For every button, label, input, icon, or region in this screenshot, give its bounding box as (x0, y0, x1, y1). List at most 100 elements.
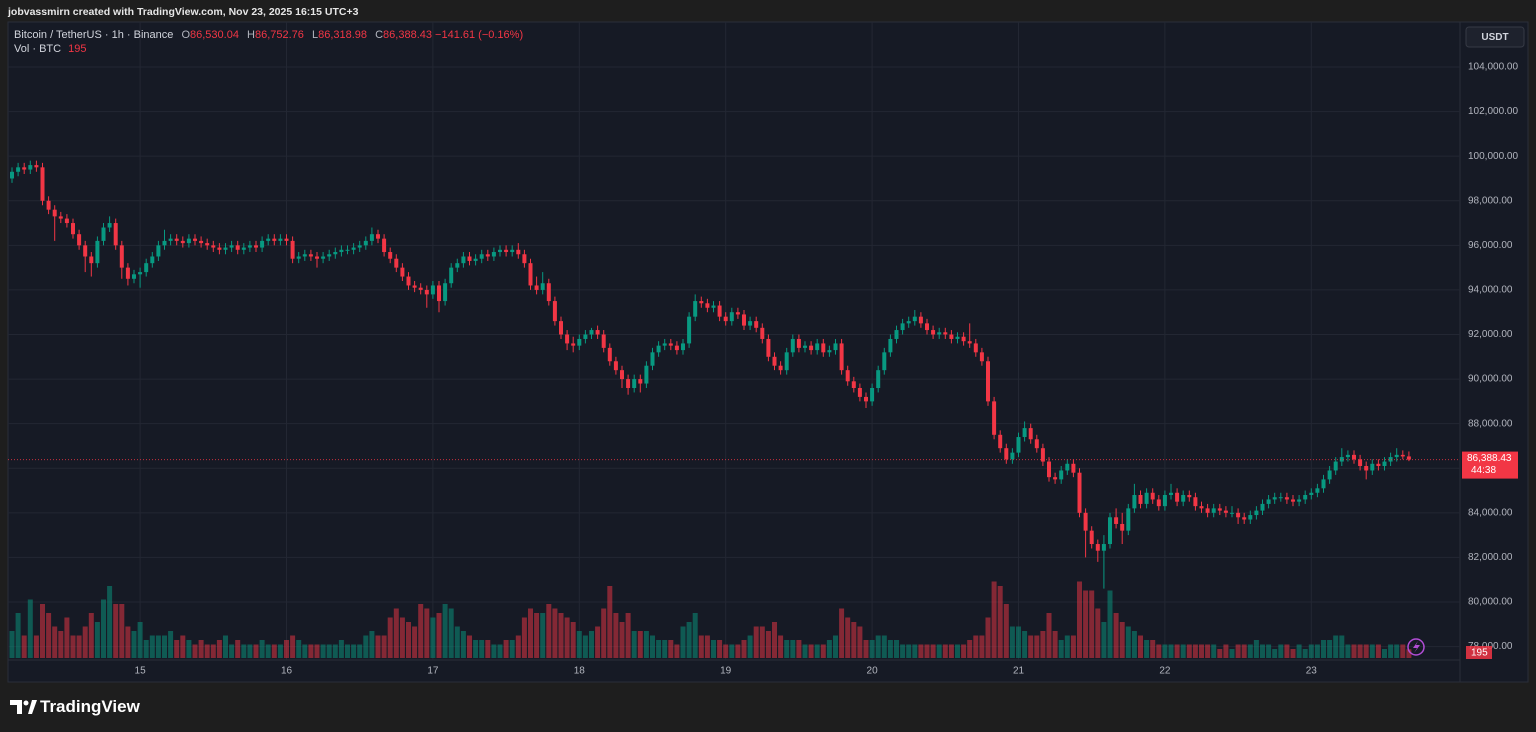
candle-body (16, 167, 21, 172)
candle-body (1236, 512, 1241, 518)
candle-body (772, 356, 777, 366)
legend: Bitcoin / TetherUS · 1h · Binance O86,53… (14, 28, 523, 56)
candle-body (766, 338, 771, 357)
volume-bar (1162, 644, 1168, 658)
candle-body (1187, 494, 1192, 498)
volume-bar (1174, 644, 1180, 658)
volume-bar (784, 640, 790, 658)
candle-body (1297, 499, 1302, 502)
volume-bar (101, 599, 106, 658)
candle-body (876, 370, 881, 388)
volume-bar (668, 640, 674, 658)
candle-body (101, 227, 106, 241)
x-tick-label: 21 (1013, 666, 1025, 677)
x-tick-label: 18 (574, 666, 586, 677)
candle-body (1382, 461, 1387, 467)
candle-body (516, 249, 521, 255)
candle-body (1358, 459, 1363, 467)
candle-body (1077, 472, 1082, 513)
candle-body (254, 245, 258, 248)
volume-bar (1156, 644, 1162, 658)
candle-body (156, 245, 161, 257)
volume-bar (351, 644, 357, 658)
currency-button[interactable] (1465, 26, 1525, 48)
volume-bar (1022, 631, 1028, 658)
volume-bar (1089, 590, 1095, 658)
candle-body (1278, 497, 1283, 499)
volume-bar (1138, 635, 1143, 658)
candle-body (1230, 512, 1234, 514)
candle-body (1345, 454, 1350, 458)
volume-bar (442, 604, 448, 658)
candle-body (132, 274, 136, 279)
y-tick-label: 90,000.00 (1468, 374, 1513, 385)
candle-body (687, 316, 692, 344)
volume-bar (686, 622, 692, 658)
volume-bar (906, 644, 912, 658)
candle-body (955, 336, 960, 339)
candle-body (357, 245, 362, 248)
candle-body (882, 352, 887, 371)
volume-bar (308, 644, 314, 658)
candle-body (1126, 508, 1131, 531)
volume-bar (1168, 644, 1174, 658)
volume-bar (1052, 631, 1058, 658)
volume-bar (430, 617, 436, 658)
volume-bar (369, 631, 375, 658)
logo-mark (10, 700, 22, 714)
currency[interactable]: USDT (1481, 32, 1508, 43)
candle-body (1217, 508, 1222, 511)
candle-body (1376, 463, 1381, 467)
candle-body (77, 234, 82, 246)
volume-bar (1186, 644, 1192, 658)
volume-bar (534, 613, 540, 658)
candle-body (241, 247, 246, 250)
candle-body (583, 334, 588, 339)
volume-bar (930, 644, 936, 658)
volume-bar (741, 640, 747, 658)
volume-bar (1046, 613, 1052, 658)
candle-body (1132, 494, 1137, 509)
volume-bar (704, 635, 710, 658)
candle-body (1303, 494, 1308, 500)
candle-body (351, 247, 356, 250)
volume-bar (662, 640, 668, 658)
candle-body (485, 254, 490, 257)
candle-body (315, 256, 319, 259)
volume-bar (674, 644, 680, 658)
volume-bar (570, 622, 576, 658)
candle-body (443, 283, 448, 302)
candle-body (333, 252, 338, 255)
price-tag-label: 86,388.43 (1467, 453, 1512, 464)
volume-bar (869, 640, 875, 658)
candle-body (321, 256, 326, 259)
candle-body (638, 379, 643, 384)
candle-body (662, 343, 667, 346)
candle-body (693, 301, 698, 317)
volume-bar (839, 608, 845, 658)
volume-bar (375, 635, 381, 658)
volume-bar (1382, 649, 1387, 658)
volume-bar (393, 608, 399, 658)
volume-bar (1064, 635, 1070, 658)
volume-bar (94, 622, 100, 658)
candle-body (1388, 457, 1393, 462)
axes: 78,000.0080,000.0082,000.0084,000.0086,0… (8, 62, 1518, 677)
volume-bar (576, 631, 582, 658)
volume-bar (515, 635, 521, 658)
candle-body (1394, 454, 1399, 458)
volume-bar (772, 622, 777, 658)
volume-bar (1083, 590, 1089, 658)
candle-body (1205, 508, 1210, 513)
alert-icon[interactable] (1407, 638, 1425, 656)
volume-bar (1375, 644, 1381, 658)
candle-body (1248, 515, 1253, 520)
candle-body (845, 370, 850, 382)
volume-bar (1107, 590, 1113, 658)
volume-bar (168, 631, 174, 658)
volume-bar (1253, 640, 1259, 658)
volume-bar (607, 586, 613, 658)
grid (8, 22, 1460, 660)
candle-body (290, 240, 295, 259)
volume-bar (406, 622, 411, 658)
